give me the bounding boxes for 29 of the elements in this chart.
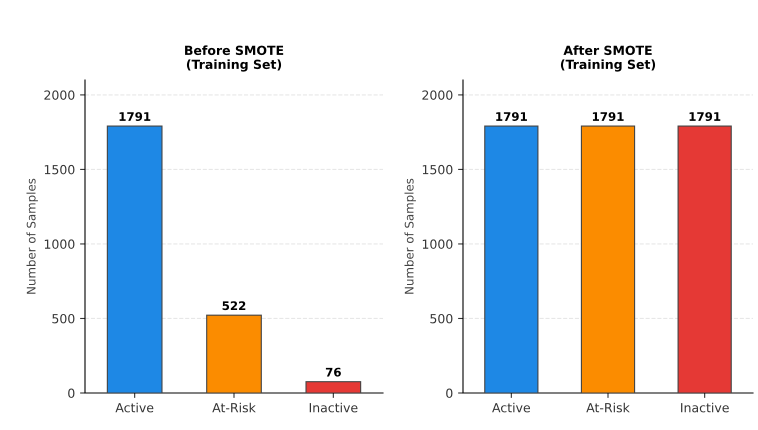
data-label: 522 xyxy=(222,301,246,310)
x-tick-label: Inactive xyxy=(681,402,729,412)
x-tick-label: At-Risk xyxy=(586,402,630,412)
y-tick-label: 0 xyxy=(68,388,74,398)
x-tick-label: Inactive xyxy=(310,402,358,412)
y-axis-title: Number of Samples xyxy=(26,178,38,294)
data-label: 1791 xyxy=(496,112,527,121)
y-axis-title: Number of Samples xyxy=(404,178,416,294)
data-label: 1791 xyxy=(592,112,624,121)
data-label: 1791 xyxy=(690,112,720,121)
bar xyxy=(106,126,163,393)
y-tick-label: 500 xyxy=(430,314,452,324)
y-tick-label: 1000 xyxy=(422,239,452,249)
chart-title: After SMOTE (Training Set) xyxy=(560,45,656,72)
x-tick-label: Active xyxy=(115,402,154,412)
y-tick-label: 2000 xyxy=(422,90,452,100)
x-tick-label: Active xyxy=(492,402,530,412)
data-label: 76 xyxy=(326,368,341,377)
y-tick-label: 1000 xyxy=(44,239,74,249)
y-tick-label: 1500 xyxy=(422,164,452,174)
bar xyxy=(206,314,262,393)
y-tick-label: 1500 xyxy=(44,164,74,174)
data-label: 1791 xyxy=(120,112,150,121)
bar xyxy=(305,381,362,393)
y-tick-label: 500 xyxy=(52,314,74,324)
x-tick-label: At-Risk xyxy=(212,402,256,412)
y-tick-label: 0 xyxy=(446,388,452,398)
y-tick-label: 2000 xyxy=(44,90,74,100)
chart-title: Before SMOTE (Training Set) xyxy=(185,45,284,72)
